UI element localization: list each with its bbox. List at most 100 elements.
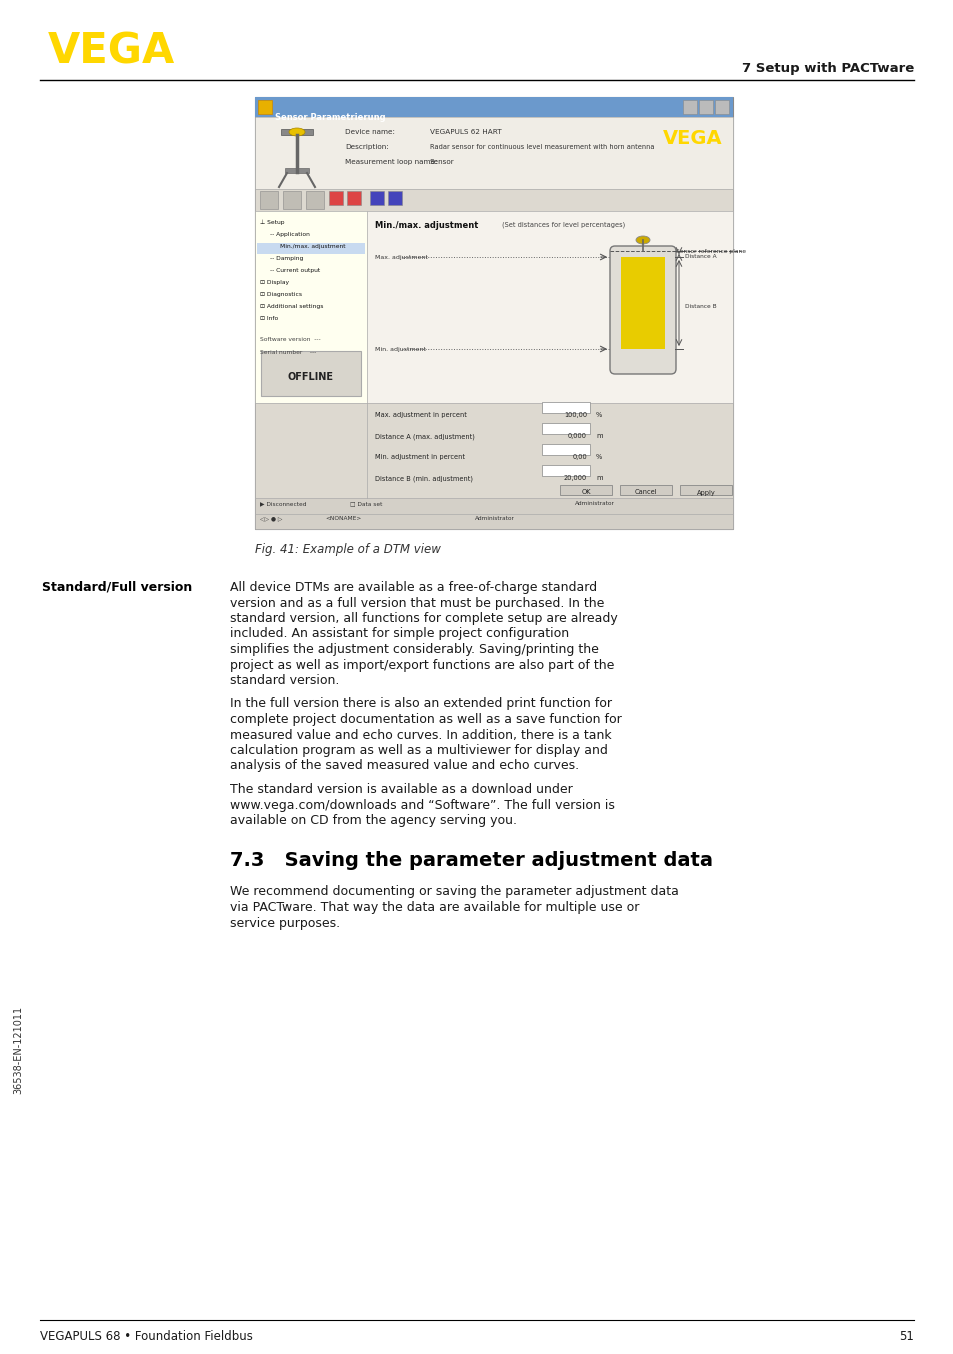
Text: VEGA: VEGA	[662, 129, 722, 148]
Text: OFFLINE: OFFLINE	[288, 371, 334, 382]
Text: 0,00: 0,00	[572, 454, 586, 460]
Text: available on CD from the agency serving you.: available on CD from the agency serving …	[230, 814, 517, 827]
Bar	[619, 485, 671, 496]
Text: VEGA: VEGA	[48, 30, 175, 72]
Bar	[699, 100, 712, 114]
Text: 100,00: 100,00	[563, 412, 586, 418]
Text: via PACTware. That way the data are available for multiple use or: via PACTware. That way the data are avai…	[230, 900, 639, 914]
Text: Distance B: Distance B	[684, 303, 716, 309]
Bar	[370, 191, 384, 204]
Text: %: %	[596, 412, 601, 418]
Text: Min./max. adjustment: Min./max. adjustment	[280, 244, 345, 249]
Text: ⊡ Diagnostics: ⊡ Diagnostics	[260, 292, 302, 297]
Bar	[254, 211, 367, 403]
Text: (Set distances for level percentages): (Set distances for level percentages)	[501, 221, 624, 227]
Text: Apply: Apply	[696, 490, 715, 496]
Text: m: m	[596, 433, 602, 439]
Ellipse shape	[636, 236, 649, 244]
Bar	[559, 485, 612, 496]
Text: Measurement loop name:: Measurement loop name:	[345, 158, 437, 165]
Text: analysis of the saved measured value and echo curves.: analysis of the saved measured value and…	[230, 760, 578, 773]
Bar	[257, 100, 272, 114]
Text: 7.3   Saving the parameter adjustment data: 7.3 Saving the parameter adjustment data	[230, 852, 712, 871]
Bar	[329, 191, 343, 204]
Ellipse shape	[289, 129, 305, 135]
Text: Min./max. adjustment: Min./max. adjustment	[375, 221, 477, 230]
Bar	[388, 191, 401, 204]
Text: standard version.: standard version.	[230, 674, 339, 686]
Text: The standard version is available as a download under: The standard version is available as a d…	[230, 783, 572, 796]
Text: Distance A: Distance A	[684, 255, 716, 260]
Bar	[254, 97, 732, 529]
Text: Min. adjustment: Min. adjustment	[375, 347, 426, 352]
Text: Distance A (max. adjustment): Distance A (max. adjustment)	[375, 433, 475, 440]
Bar	[254, 97, 732, 116]
Text: Standard/Full version: Standard/Full version	[42, 581, 193, 594]
Bar	[285, 168, 309, 173]
Text: service purposes.: service purposes.	[230, 917, 340, 929]
Text: Administrator: Administrator	[575, 501, 615, 506]
Text: VEGAPULS 68 • Foundation Fieldbus: VEGAPULS 68 • Foundation Fieldbus	[40, 1330, 253, 1343]
Text: Distance B (min. adjustment): Distance B (min. adjustment)	[375, 475, 473, 482]
Text: ▶ Disconnected: ▶ Disconnected	[260, 501, 306, 506]
Bar	[367, 211, 732, 403]
Bar	[256, 242, 365, 255]
Text: 0,000: 0,000	[567, 433, 586, 439]
Bar	[541, 464, 589, 477]
Text: Serial number    ---: Serial number ---	[260, 349, 315, 355]
Text: Min. adjustment in percent: Min. adjustment in percent	[375, 454, 464, 460]
Text: Device name:: Device name:	[345, 129, 395, 135]
Text: 7 Setup with PACTware: 7 Setup with PACTware	[741, 62, 913, 74]
Text: ⊡ Display: ⊡ Display	[260, 280, 289, 284]
Text: simplifies the adjustment considerably. Saving/printing the: simplifies the adjustment considerably. …	[230, 643, 598, 655]
Text: OK: OK	[580, 490, 590, 496]
Text: -- Current output: -- Current output	[270, 268, 320, 274]
Bar	[679, 485, 731, 496]
Text: m: m	[596, 475, 602, 481]
Text: 20,000: 20,000	[563, 475, 586, 481]
Bar	[682, 100, 697, 114]
Text: measured value and echo curves. In addition, there is a tank: measured value and echo curves. In addit…	[230, 728, 611, 742]
Text: Cancel: Cancel	[634, 490, 657, 496]
Text: Sensor reference plane: Sensor reference plane	[676, 249, 745, 255]
Bar	[254, 190, 732, 211]
Text: Max. adjustment: Max. adjustment	[375, 255, 428, 260]
FancyBboxPatch shape	[609, 246, 676, 374]
Text: calculation program as well as a multiviewer for display and: calculation program as well as a multivi…	[230, 743, 607, 757]
Text: -- Application: -- Application	[270, 232, 310, 237]
Text: ⊡ Additional settings: ⊡ Additional settings	[260, 305, 323, 309]
Text: We recommend documenting or saving the parameter adjustment data: We recommend documenting or saving the p…	[230, 886, 679, 899]
Bar	[541, 402, 589, 413]
Text: version and as a full version that must be purchased. In the: version and as a full version that must …	[230, 597, 604, 609]
Bar	[260, 191, 277, 209]
Text: VEGAPULS 62 HART: VEGAPULS 62 HART	[430, 129, 501, 135]
Bar	[283, 191, 301, 209]
Text: Description:: Description:	[345, 144, 388, 150]
Text: included. An assistant for simple project configuration: included. An assistant for simple projec…	[230, 627, 569, 640]
Text: □ Data set: □ Data set	[350, 501, 382, 506]
Text: ⊡ Info: ⊡ Info	[260, 315, 278, 321]
Text: 51: 51	[898, 1330, 913, 1343]
Bar	[254, 403, 732, 498]
Text: www.vega.com/downloads and “Software”. The full version is: www.vega.com/downloads and “Software”. T…	[230, 799, 615, 811]
Text: <NONAME>: <NONAME>	[325, 516, 361, 521]
Bar	[281, 129, 313, 135]
Bar	[541, 422, 589, 435]
Text: ⊥ Setup: ⊥ Setup	[260, 219, 284, 225]
Text: Fig. 41: Example of a DTM view: Fig. 41: Example of a DTM view	[254, 543, 440, 556]
Text: All device DTMs are available as a free-of-charge standard: All device DTMs are available as a free-…	[230, 581, 597, 594]
Text: Software version  ---: Software version ---	[260, 337, 320, 343]
Bar	[254, 498, 732, 515]
Text: Administrator: Administrator	[475, 516, 515, 521]
Bar	[306, 191, 324, 209]
Bar	[347, 191, 360, 204]
Text: In the full version there is also an extended print function for: In the full version there is also an ext…	[230, 697, 612, 711]
Bar	[620, 257, 664, 349]
Text: Sensor Parametrierung: Sensor Parametrierung	[274, 112, 385, 122]
Bar	[714, 100, 728, 114]
Text: project as well as import/export functions are also part of the: project as well as import/export functio…	[230, 658, 614, 672]
Bar	[254, 116, 732, 190]
Text: Sensor: Sensor	[430, 158, 455, 165]
Bar	[254, 515, 732, 529]
Text: Max. adjustment in percent: Max. adjustment in percent	[375, 412, 466, 418]
